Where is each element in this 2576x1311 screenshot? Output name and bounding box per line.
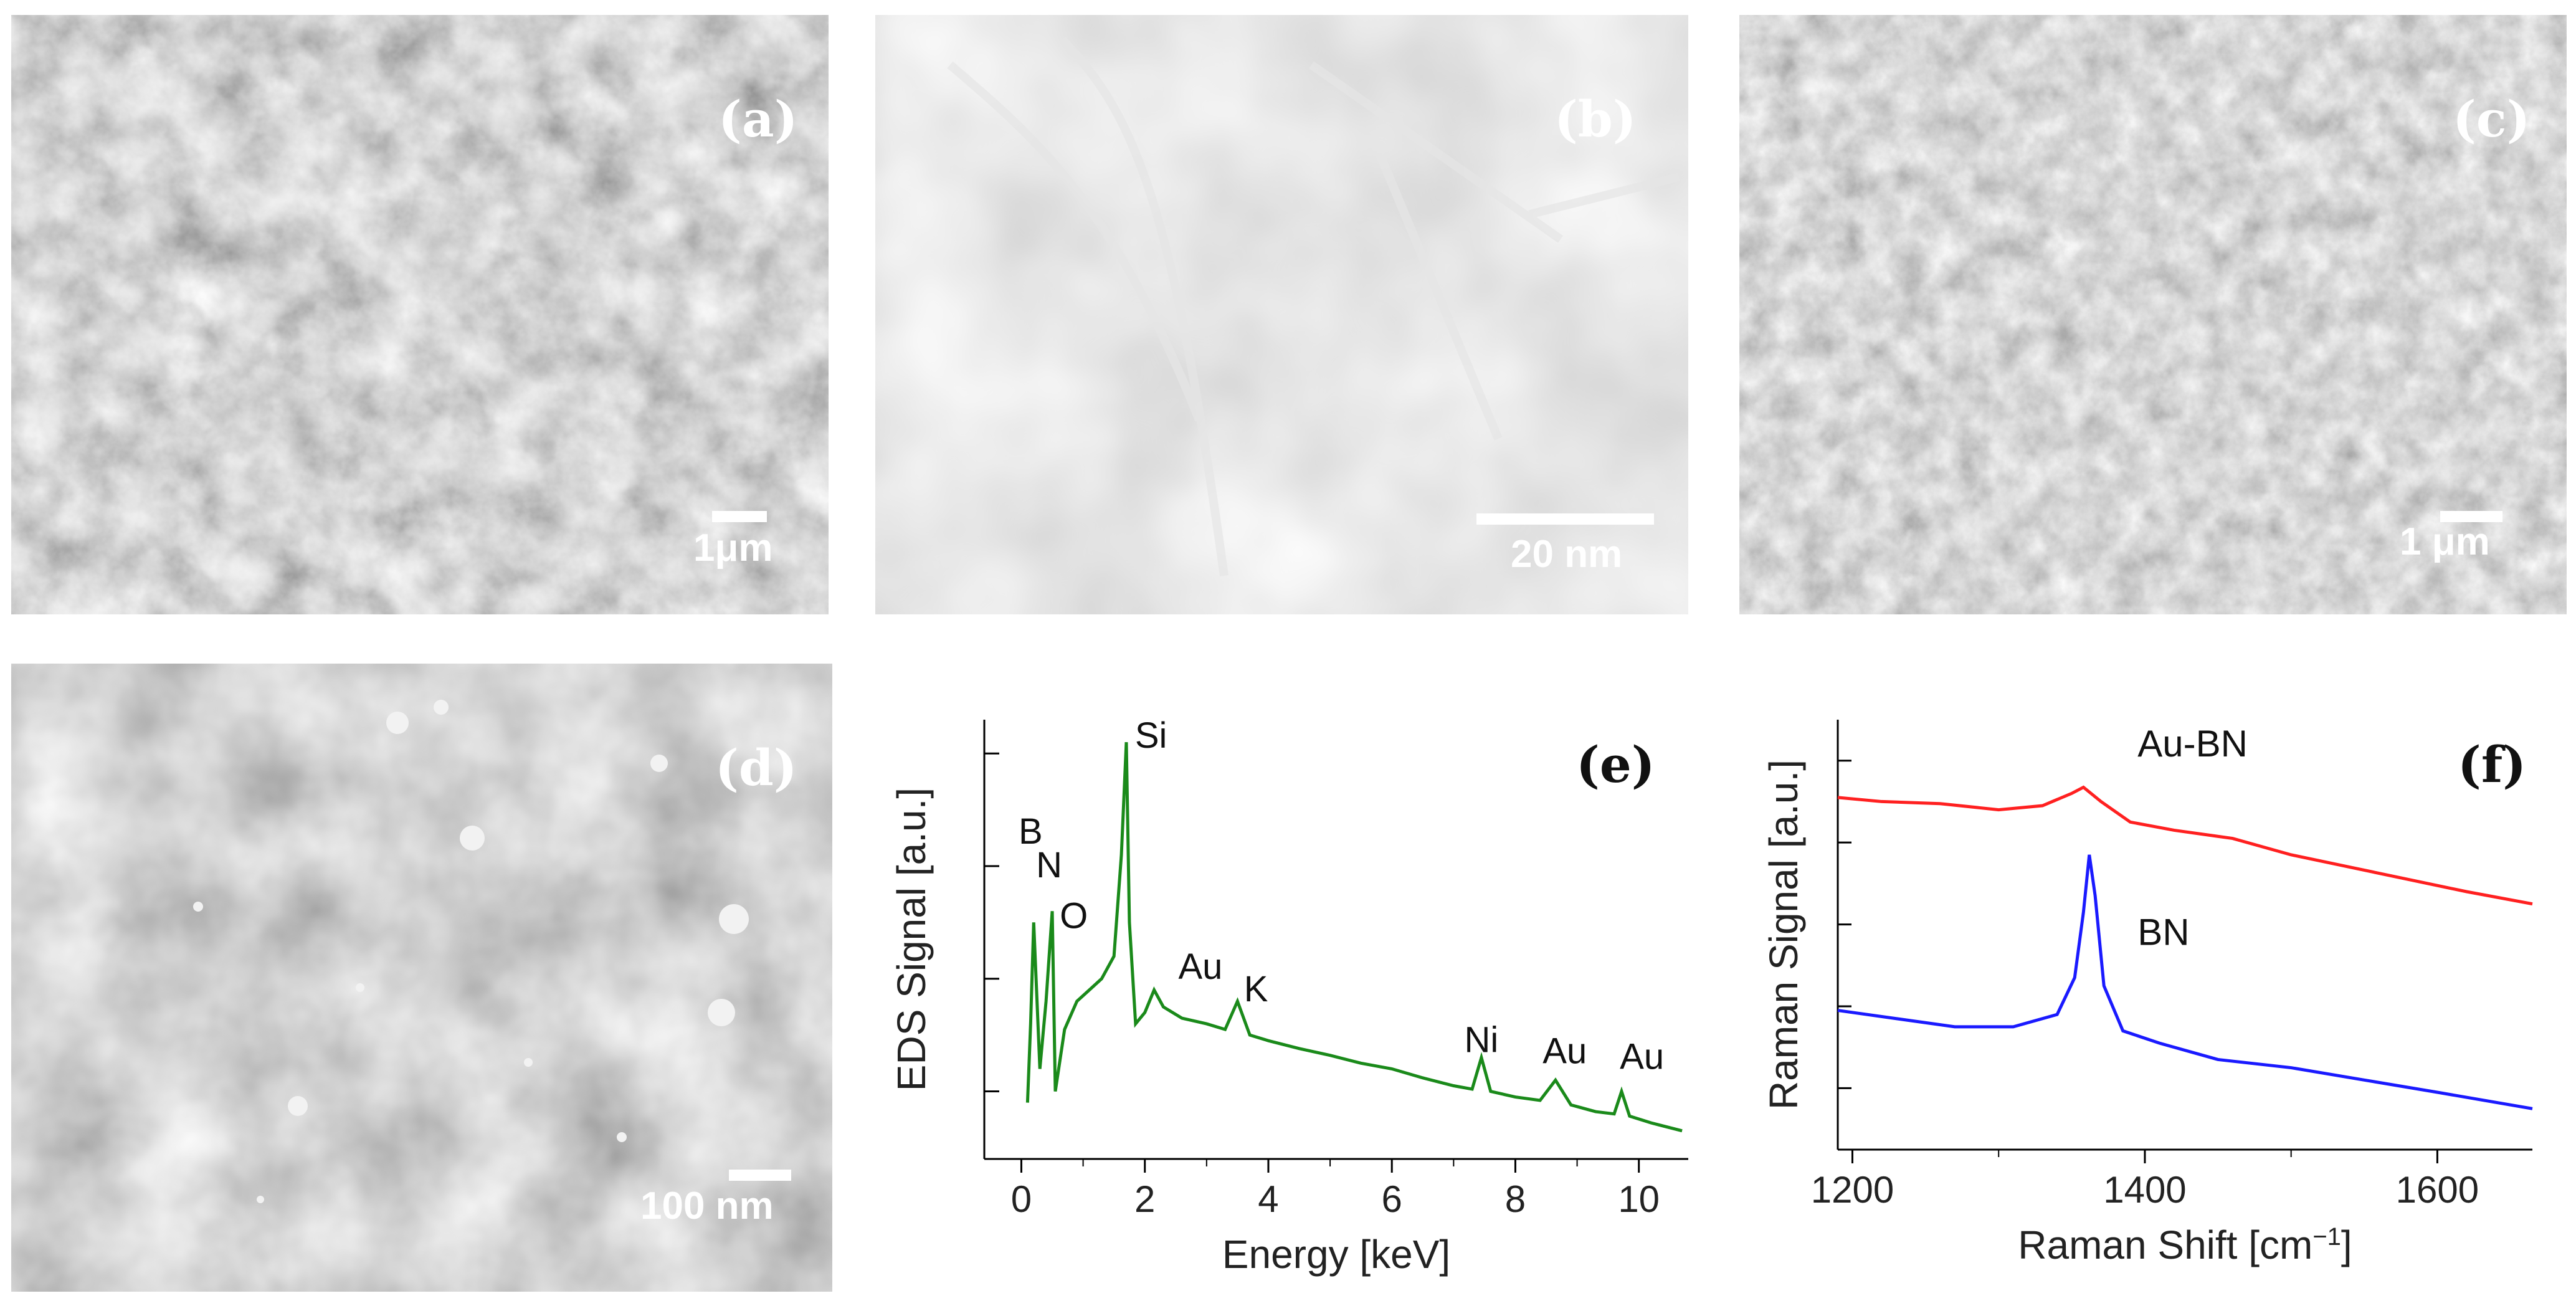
peak-label: Au [1620,1036,1664,1077]
scale-text-c: 1 μm [2400,520,2490,563]
sem-panel-c: (c) 1 μm [1739,15,2567,614]
peak-label: Si [1135,715,1167,756]
peak-label: N [1036,845,1062,885]
peak-label: K [1244,969,1268,1009]
scale-text-a: 1μm [693,527,773,570]
panel-label-a: (a) [718,90,798,148]
scale-text-b: 20 nm [1511,533,1623,576]
x-tick-label: 1400 [2103,1169,2186,1211]
raman-series-line [1837,785,2533,906]
panel-label-f: (f) [2458,735,2527,794]
peak-label: Au [1542,1031,1587,1071]
scale-bar-b [1476,513,1654,525]
eds-series-line [1025,742,1683,1133]
scale-bar-d [729,1170,791,1181]
peak-label: Ni [1465,1019,1499,1060]
sem-panel-a: (a) 1μm [11,15,829,614]
y-axis-label: Raman Signal [a.u.] [1761,760,1806,1110]
panel-label-c: (c) [2453,90,2531,148]
x-axis-label: Energy [keV] [1222,1232,1450,1277]
sem-image-b [875,15,1688,614]
panel-label-e: (e) [1576,735,1655,794]
x-tick-label: 1600 [2396,1169,2479,1211]
peak-label: Au [1178,946,1222,987]
eds-chart: 0 2 4 6 8 10 Energy [keV] EDS Signal [a.u.] BNO S… [889,715,1688,1277]
x-tick-label: 0 [1011,1178,1032,1220]
peak-label: O [1060,895,1088,936]
y-axis-label: EDS Signal [a.u.] [889,788,934,1091]
x-tick-label: 8 [1505,1178,1526,1220]
scale-bar-c [2440,511,2502,522]
x-axis-label: Raman Shift [cm−1] [2018,1223,2352,1267]
chart-panel-f: 1200 1400 1600 Raman Shift [cm−1] Raman Sign… [1744,660,2576,1308]
x-tick-label: 6 [1382,1178,1402,1220]
peak-label: B [1019,811,1043,852]
sem-panel-d: (d) 100 nm [11,664,832,1292]
scale-text-d: 100 nm [640,1185,774,1228]
raman-series-line [1837,854,2533,1110]
series-label: Au-BN [2137,723,2248,765]
scale-bar-a [712,511,767,522]
series-label: BN [2137,911,2189,953]
panel-label-d: (d) [715,738,797,797]
raman-chart: 1200 1400 1600 Raman Shift [cm−1] Raman Sign… [1761,720,2533,1267]
chart-panel-e: 0 2 4 6 8 10 Energy [keV] EDS Signal [a.u.] B N O S… [872,660,1719,1308]
sem-image-c [1739,15,2567,614]
x-tick-label: 4 [1258,1178,1278,1220]
x-tick-label: 2 [1134,1178,1155,1220]
panel-label-b: (b) [1554,90,1637,148]
x-tick-label: 10 [1618,1178,1660,1220]
sem-image-d [11,664,832,1292]
sem-image-a [11,15,829,614]
x-tick-label: 1200 [1811,1169,1894,1211]
sem-panel-b: (b) 20 nm [875,15,1688,614]
